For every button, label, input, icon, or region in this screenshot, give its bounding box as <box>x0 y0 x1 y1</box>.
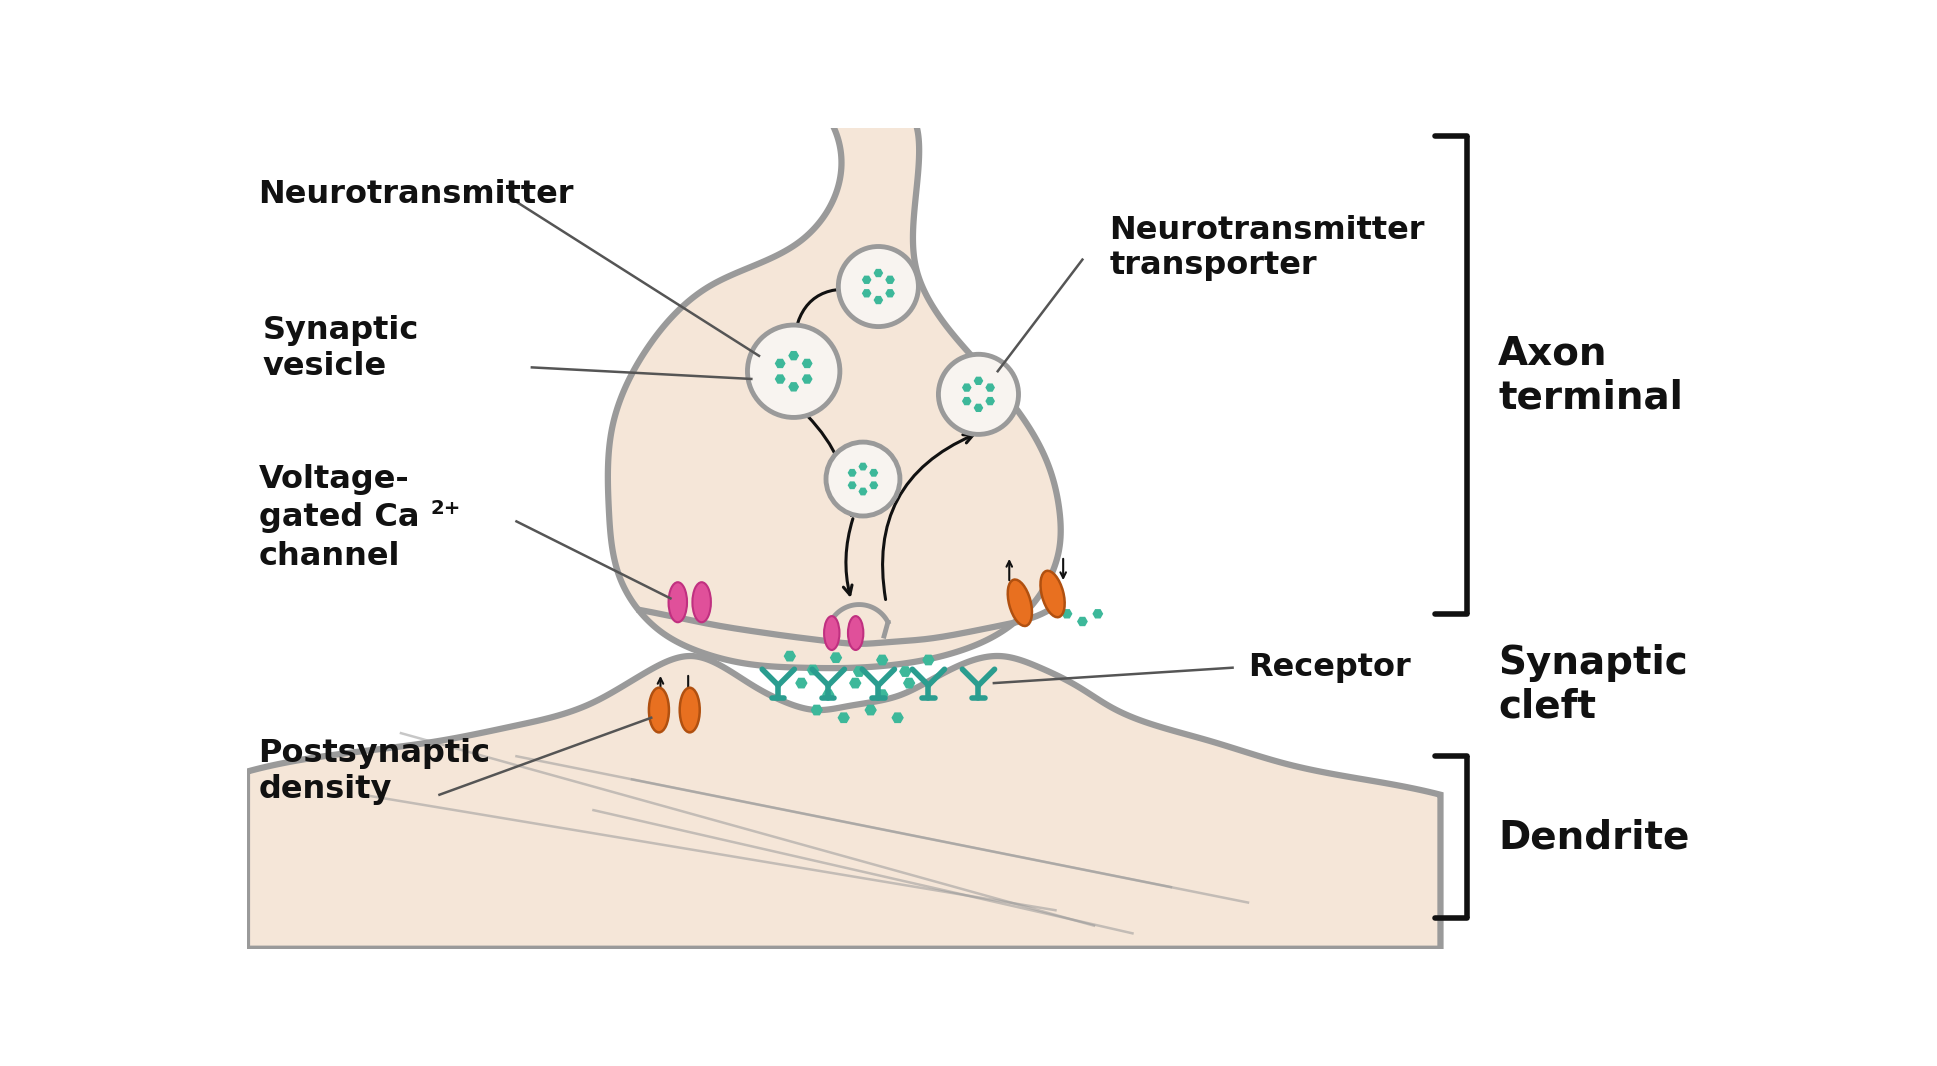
Polygon shape <box>823 690 833 699</box>
Text: 2+: 2+ <box>430 499 461 518</box>
Circle shape <box>839 246 918 326</box>
Polygon shape <box>1092 610 1102 618</box>
Polygon shape <box>860 464 866 470</box>
Text: channel: channel <box>258 540 401 571</box>
Text: Synaptic
cleft: Synaptic cleft <box>1497 644 1687 726</box>
Polygon shape <box>248 656 1441 949</box>
Polygon shape <box>885 290 895 296</box>
Polygon shape <box>866 706 876 714</box>
Polygon shape <box>885 276 895 284</box>
Polygon shape <box>862 290 870 296</box>
Polygon shape <box>802 359 812 368</box>
Text: Voltage-: Voltage- <box>258 464 409 495</box>
Polygon shape <box>854 667 864 676</box>
Polygon shape <box>860 488 866 495</box>
Text: Receptor: Receptor <box>1247 652 1410 683</box>
Polygon shape <box>877 690 887 699</box>
Text: Postsynaptic
density: Postsynaptic density <box>258 739 490 805</box>
Polygon shape <box>788 352 798 359</box>
Ellipse shape <box>668 582 688 623</box>
Polygon shape <box>974 404 982 411</box>
Ellipse shape <box>848 616 864 650</box>
Polygon shape <box>775 375 784 383</box>
Text: Axon
terminal: Axon terminal <box>1497 334 1683 416</box>
Ellipse shape <box>680 688 699 732</box>
Polygon shape <box>784 651 796 661</box>
Polygon shape <box>986 384 994 391</box>
Ellipse shape <box>649 688 668 732</box>
Ellipse shape <box>1040 570 1065 617</box>
Polygon shape <box>877 656 887 665</box>
Polygon shape <box>893 713 903 723</box>
Polygon shape <box>862 276 870 284</box>
Polygon shape <box>870 482 877 488</box>
Polygon shape <box>905 678 914 688</box>
Polygon shape <box>986 398 994 405</box>
Polygon shape <box>850 678 860 688</box>
Polygon shape <box>808 665 817 675</box>
Polygon shape <box>963 398 970 405</box>
Polygon shape <box>788 383 798 391</box>
Polygon shape <box>874 296 883 304</box>
Polygon shape <box>796 678 806 688</box>
Circle shape <box>748 325 841 418</box>
Text: Dendrite: Dendrite <box>1497 818 1689 856</box>
Polygon shape <box>874 270 883 276</box>
Circle shape <box>825 442 901 516</box>
Polygon shape <box>924 656 934 665</box>
Ellipse shape <box>692 582 711 623</box>
Polygon shape <box>1061 610 1071 618</box>
Text: Neurotransmitter
transporter: Neurotransmitter transporter <box>1110 214 1426 281</box>
Polygon shape <box>775 359 784 368</box>
Polygon shape <box>901 667 910 676</box>
Polygon shape <box>802 375 812 383</box>
Polygon shape <box>848 470 856 477</box>
Polygon shape <box>831 653 841 662</box>
Polygon shape <box>1077 617 1087 626</box>
Ellipse shape <box>1007 580 1032 626</box>
Polygon shape <box>870 470 877 477</box>
Polygon shape <box>608 101 1061 668</box>
Polygon shape <box>812 706 821 714</box>
Polygon shape <box>974 377 982 385</box>
Polygon shape <box>839 713 848 723</box>
Text: gated Ca: gated Ca <box>258 502 418 533</box>
Polygon shape <box>848 482 856 488</box>
Circle shape <box>938 354 1019 434</box>
Polygon shape <box>963 384 970 391</box>
Text: Synaptic
vesicle: Synaptic vesicle <box>261 314 418 382</box>
Text: Neurotransmitter: Neurotransmitter <box>258 179 573 210</box>
Ellipse shape <box>823 616 839 650</box>
